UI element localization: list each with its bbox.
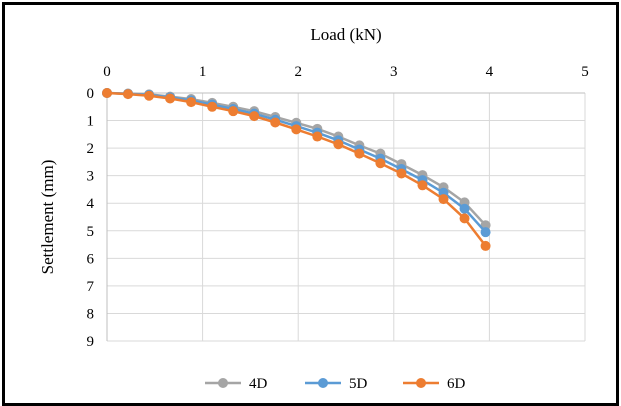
legend-label-5D: 5D	[349, 376, 368, 392]
data-point-6D	[165, 93, 176, 104]
series	[102, 88, 491, 251]
data-point-6D	[102, 88, 112, 98]
series-line-6D	[106, 91, 487, 247]
data-point-6D	[333, 139, 344, 150]
data-point-6D	[186, 97, 197, 108]
data-point-6D	[375, 158, 386, 169]
legend-marker-6D	[416, 378, 426, 388]
legend-marker-5D	[318, 378, 328, 388]
x-tick-label: 1	[199, 64, 207, 80]
x-tick-label: 2	[294, 64, 302, 80]
y-tick-label: 8	[87, 306, 95, 322]
y-tick-label: 5	[87, 224, 95, 240]
y-tick-label: 3	[87, 169, 95, 185]
legend-item-5D: 5D	[305, 376, 368, 392]
legend-label-4D: 4D	[249, 376, 268, 392]
data-point-6D	[123, 89, 134, 100]
x-tick-label: 5	[581, 64, 589, 80]
series-6D	[102, 88, 491, 251]
settlement-chart: Load (kN) Settlement (mm) 0 1 2 3 4 5 6 7 8 9 0 1 2 3…	[38, 25, 589, 392]
axes: Load (kN) Settlement (mm) 0 1 2 3 4 5 6 7 8 9 0 1 2 3…	[38, 25, 589, 350]
y-tick-label: 4	[87, 196, 95, 212]
data-point-6D	[417, 180, 428, 191]
x-tick-label: 3	[390, 64, 398, 80]
y-tick-label: 0	[87, 86, 95, 102]
data-point-6D	[291, 124, 302, 135]
x-tick-label: 0	[103, 64, 111, 80]
y-tick-label: 6	[87, 251, 95, 267]
data-point-6D	[249, 111, 260, 122]
data-point-6D	[144, 90, 155, 101]
data-point-6D	[459, 213, 470, 224]
series-line-5D	[106, 91, 487, 234]
data-point-6D	[312, 131, 323, 142]
legend: 4D 5D 6D	[205, 376, 466, 392]
grid	[106, 92, 586, 342]
series-4D	[102, 88, 491, 231]
y-tick-label: 2	[87, 141, 95, 157]
legend-item-4D: 4D	[205, 376, 268, 392]
y-tick-label: 7	[87, 279, 95, 295]
legend-label-6D: 6D	[447, 376, 466, 392]
data-point-6D	[396, 168, 407, 179]
data-point-6D	[270, 117, 281, 128]
data-point-6D	[207, 101, 218, 112]
x-tick-label: 4	[486, 64, 494, 80]
x-axis-title: Load (kN)	[310, 25, 381, 44]
data-point-5D	[459, 203, 470, 214]
y-axis-title: Settlement (mm)	[38, 160, 57, 275]
data-point-6D	[228, 106, 239, 117]
legend-marker-4D	[218, 378, 228, 388]
series-line-4D	[106, 91, 487, 227]
y-tick-label: 1	[87, 114, 95, 130]
series-5D	[102, 88, 491, 238]
data-point-6D	[480, 240, 491, 251]
data-point-6D	[438, 194, 449, 205]
y-tick-label: 9	[87, 334, 95, 350]
data-point-5D	[480, 227, 491, 238]
data-point-6D	[354, 148, 365, 159]
legend-item-6D: 6D	[403, 376, 466, 392]
